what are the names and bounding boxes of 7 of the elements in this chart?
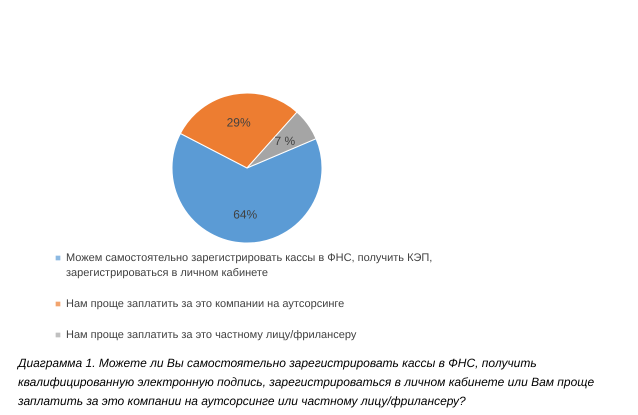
text: Диаграмма 1. Можете ли Вы самостоятельно зарегистрировать кассы в ФНС, получить квалифицированную электронную подпись, зарегистрироваться в личном кабинете или Вам проще заплатить за это компании на аутсорсинге или частному лицу/фрилансеру? bbox=[16, 356, 594, 408]
data-label: 29% bbox=[226, 115, 251, 130]
data-label: 64% bbox=[233, 207, 258, 222]
legend-label: Нам проще заплатить за это компании на аутсорсинге bbox=[66, 298, 344, 310]
legend-label: Нам проще заплатить за это частному лицу/фрилансеру bbox=[66, 329, 357, 341]
data-label: 7 % bbox=[274, 134, 296, 148]
legend-label: Можем самостоятельно зарегистрировать кассы в ФНС, получить КЭП, зарегистрироваться в личном кабинете bbox=[66, 252, 432, 279]
